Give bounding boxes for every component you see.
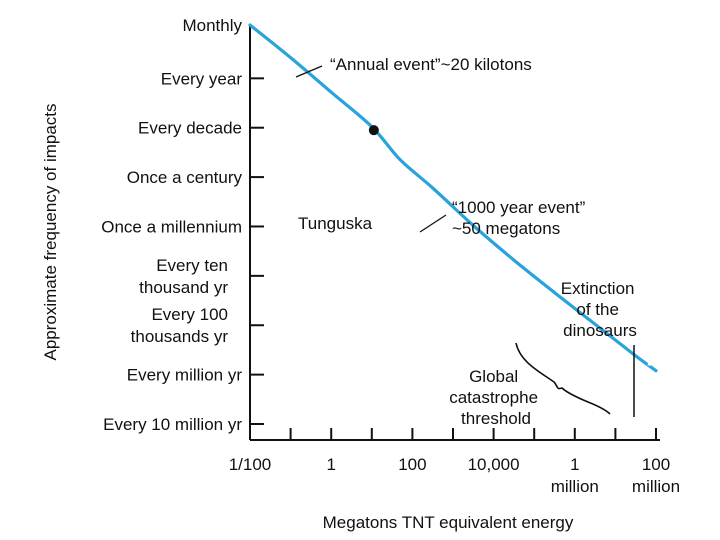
annual-event-annotation: “Annual event”~20 kilotons	[330, 55, 532, 74]
extinction-line-3: dinosaurs	[563, 321, 637, 340]
y-tick-label: Every decade	[138, 119, 242, 138]
threshold-line-2: catastrophe	[449, 388, 538, 407]
y-ticks: Monthly Every year Every decade Once a cent…	[101, 16, 264, 434]
curve-dashed-segment	[647, 362, 665, 370]
y-tick-label-line: Every 10 million yr	[103, 415, 242, 434]
y-tick-label-line: thousand yr	[139, 278, 228, 297]
x-tick-label-line: 100	[642, 455, 670, 474]
y-tick-label: Once a century	[127, 168, 243, 187]
annual-event-line-1: “Annual event”~20 kilotons	[330, 55, 532, 74]
x-tick-label-line: 1	[570, 455, 579, 474]
threshold-line-3: threshold	[461, 409, 531, 428]
y-tick-label-line: Monthly	[182, 16, 242, 35]
y-tick-label-line: Every decade	[138, 119, 242, 138]
y-tick-label: Monthly	[182, 16, 242, 35]
y-tick-label: Every year	[161, 69, 243, 88]
y-tick-label: Once a millennium	[101, 217, 242, 236]
impact-frequency-curve	[248, 23, 658, 373]
thousand-year-leader-line	[419, 214, 447, 233]
series-layer	[248, 23, 665, 373]
x-tick-label-line: 1/100	[229, 455, 272, 474]
y-tick-label-line: Every ten	[156, 256, 228, 275]
tunguska-label: Tunguska	[298, 214, 373, 233]
y-tick-label: Every 100 thousands yr	[131, 305, 229, 346]
y-tick-label-line: Every million yr	[127, 366, 243, 385]
x-tick-label: 1	[326, 455, 335, 474]
x-tick-label: 100	[398, 455, 426, 474]
y-tick-label: Every ten thousand yr	[139, 256, 228, 297]
y-tick-label: Every million yr	[127, 366, 243, 385]
tunguska-point	[368, 125, 379, 136]
threshold-line-1: Global	[469, 367, 518, 386]
y-tick-label-line: Every year	[161, 69, 243, 88]
x-tick-label-line: 100	[398, 455, 426, 474]
y-tick-label-line: Once a century	[127, 168, 243, 187]
threshold-annotation: Global catastrophe threshold	[449, 367, 543, 428]
x-tick-label-line: million	[632, 477, 680, 496]
threshold-brace	[515, 342, 611, 415]
x-ticks: 1/100 1 100 10,000 1 million 100 million	[229, 428, 680, 496]
y-axis-label: Approximate frequency of impacts	[41, 103, 60, 360]
extinction-line-2: of the	[576, 300, 619, 319]
thousand-year-line-1: “1000 year event”	[452, 198, 586, 217]
x-tick-label: 1 million	[551, 455, 599, 496]
y-tick-label-line: Once a millennium	[101, 217, 242, 236]
x-tick-label-line: 1	[326, 455, 335, 474]
extinction-annotation: Extinction of the dinosaurs	[561, 279, 639, 340]
x-tick-label: 10,000	[468, 455, 520, 474]
x-axis-label: Megatons TNT equivalent energy	[323, 513, 574, 532]
extinction-line-1: Extinction	[561, 279, 635, 298]
y-tick-label-line: Every 100	[151, 305, 228, 324]
annual-leader-line	[295, 65, 323, 78]
x-tick-label: 100 million	[632, 455, 680, 496]
y-tick-label-line: thousands yr	[131, 327, 229, 346]
axes	[249, 25, 660, 441]
x-tick-label-line: 10,000	[468, 455, 520, 474]
thousand-year-event-annotation: “1000 year event” ~50 megatons	[452, 198, 590, 238]
y-tick-label: Every 10 million yr	[103, 415, 242, 434]
x-tick-label-line: million	[551, 477, 599, 496]
thousand-year-line-2: ~50 megatons	[452, 219, 560, 238]
x-tick-label: 1/100	[229, 455, 272, 474]
